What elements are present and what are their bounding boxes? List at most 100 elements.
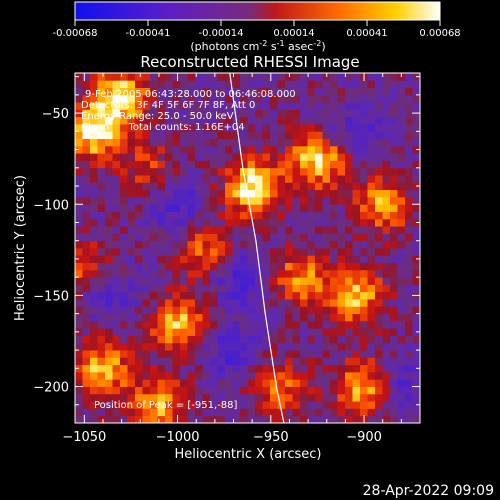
heatmap-cell: [75, 415, 83, 423]
heatmap-cell: [360, 80, 368, 88]
heatmap-cell: [247, 138, 256, 147]
heatmap-cell: [322, 153, 331, 161]
heatmap-cell: [112, 80, 121, 88]
heatmap-cell: [382, 124, 391, 132]
heatmap-cell: [367, 277, 376, 285]
heatmap-cell: [412, 306, 420, 315]
heatmap-cell: [345, 153, 353, 161]
heatmap-cell: [382, 408, 391, 417]
heatmap-cell: [285, 182, 293, 191]
heatmap-cell: [382, 415, 391, 423]
heatmap-cell: [412, 408, 420, 417]
heatmap-cell: [180, 306, 188, 315]
heatmap-cell: [262, 379, 271, 387]
heatmap-cell: [202, 153, 211, 161]
heatmap-cell: [135, 386, 143, 395]
heatmap-cell: [127, 138, 136, 147]
heatmap-cell: [405, 248, 413, 256]
heatmap-cell: [270, 328, 278, 336]
heatmap-cell: [345, 175, 353, 183]
heatmap-cell: [90, 335, 98, 344]
heatmap-cell: [375, 364, 383, 373]
heatmap-cell: [300, 233, 308, 242]
heatmap-cell: [112, 145, 121, 154]
heatmap-cell: [397, 145, 406, 154]
heatmap-cell: [210, 401, 218, 409]
heatmap-cell: [315, 102, 323, 110]
heatmap-cell: [330, 262, 338, 271]
heatmap-cell: [82, 131, 91, 140]
heatmap-cell: [330, 124, 338, 132]
heatmap-cell: [135, 73, 143, 81]
heatmap-cell: [412, 393, 420, 402]
heatmap-cell: [172, 87, 181, 96]
heatmap-cell: [382, 94, 391, 103]
heatmap-cell: [345, 87, 353, 96]
heatmap-cell: [345, 138, 353, 147]
heatmap-cell: [165, 138, 173, 147]
heatmap-cell: [240, 153, 248, 161]
heatmap-cell: [322, 240, 331, 249]
heatmap-cell: [382, 248, 391, 256]
heatmap-cell: [307, 109, 316, 118]
heatmap-cell: [82, 153, 91, 161]
heatmap-cell: [157, 94, 166, 103]
heatmap-cell: [75, 408, 83, 417]
heatmap-cell: [337, 269, 346, 278]
heatmap-cell: [217, 233, 226, 242]
heatmap-cell: [112, 131, 121, 140]
heatmap-cell: [105, 379, 113, 387]
heatmap-cell: [217, 145, 226, 154]
heatmap-cell: [210, 335, 218, 344]
heatmap-cell: [150, 94, 158, 103]
heatmap-cell: [255, 204, 263, 212]
heatmap-cell: [307, 248, 316, 256]
heatmap-cell: [412, 342, 420, 351]
heatmap-cell: [390, 299, 398, 307]
heatmap-cell: [202, 393, 211, 402]
heatmap-cell: [360, 116, 368, 125]
heatmap-cell: [247, 291, 256, 300]
heatmap-cell: [322, 226, 331, 234]
heatmap-cell: [225, 306, 233, 315]
heatmap-cell: [307, 189, 316, 198]
heatmap-cell: [262, 401, 271, 409]
heatmap-cell: [315, 109, 323, 118]
heatmap-cell: [195, 94, 203, 103]
heatmap-cell: [157, 277, 166, 285]
heatmap-cell: [390, 145, 398, 154]
heatmap-cell: [187, 386, 196, 395]
heatmap-cell: [382, 357, 391, 366]
heatmap-cell: [97, 393, 106, 402]
heatmap-cell: [382, 138, 391, 147]
heatmap-cell: [210, 73, 218, 81]
heatmap-cell: [75, 262, 83, 271]
heatmap-cell: [202, 196, 211, 205]
colorbar-ticks: -0.00068 -0.00041 -0.00014 0.00014 0.00041 0.…: [53, 20, 461, 39]
heatmap-cell: [232, 379, 241, 387]
heatmap-cell: [375, 401, 383, 409]
heatmap-cell: [127, 248, 136, 256]
heatmap-cell: [240, 116, 248, 125]
heatmap-cell: [150, 328, 158, 336]
heatmap-cell: [405, 364, 413, 373]
heatmap-cell: [120, 269, 128, 278]
heatmap-cell: [217, 116, 226, 125]
heatmap-cell: [210, 357, 218, 366]
heatmap-cell: [247, 401, 256, 409]
heatmap-cell: [187, 269, 196, 278]
heatmap-cell: [277, 393, 286, 402]
heatmap-cell: [97, 73, 106, 81]
heatmap-cell: [165, 116, 173, 125]
heatmap-cell: [352, 284, 361, 293]
heatmap-cell: [285, 204, 293, 212]
heatmap-cell: [390, 306, 398, 315]
heatmap-cell: [390, 379, 398, 387]
heatmap-cell: [232, 102, 241, 110]
heatmap-cell: [82, 386, 91, 395]
heatmap-cell: [217, 204, 226, 212]
heatmap-cell: [195, 262, 203, 271]
heatmap-cell: [315, 277, 323, 285]
heatmap-cell: [82, 291, 91, 300]
heatmap-cell: [262, 196, 271, 205]
